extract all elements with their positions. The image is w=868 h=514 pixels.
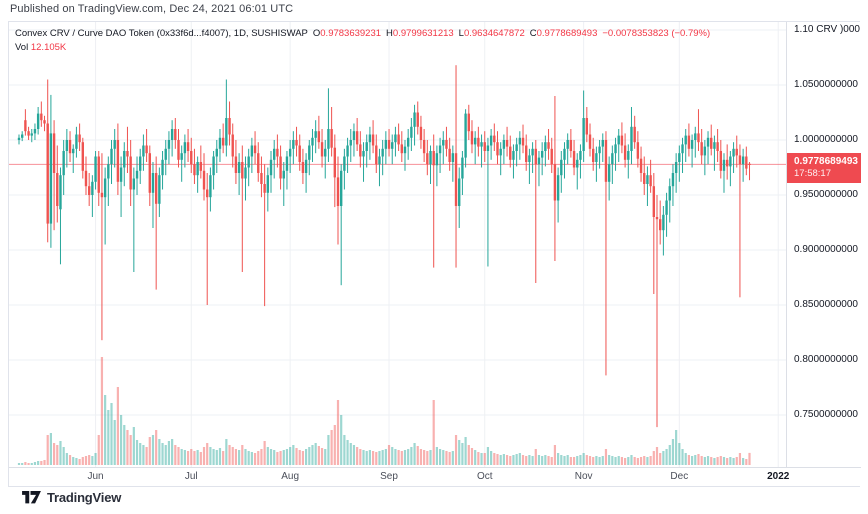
ohlc-key: H (386, 28, 393, 39)
tradingview-attribution[interactable]: TradingView (22, 490, 121, 505)
published-caption: Published on TradingView.com, Dec 24, 20… (10, 3, 294, 15)
ohlc-value: 0.9778689493 (536, 28, 598, 39)
price-axis-label: 1.0000000000 (794, 134, 858, 145)
ohlc-values: O0.9783639231 H0.9799631213 L0.9634647872 C… (308, 28, 598, 39)
tradingview-wordmark: TradingView (47, 490, 122, 505)
time-axis-label-dec: Dec (670, 471, 689, 482)
price-axis-label: 0.8500000000 (794, 299, 858, 310)
ohlc-key: C (529, 28, 537, 39)
price-axis-label: 0.9000000000 (794, 244, 858, 255)
price-axis[interactable]: 1.10 CRV )000 0.9778689493 17:58:17 1.05… (786, 22, 861, 467)
price-axis-label: 0.9500000000 (794, 189, 858, 200)
time-axis-label-jul: Jul (184, 471, 198, 482)
time-axis[interactable]: Jun Jul Aug Sep Oct Nov Dec 2022 (9, 467, 861, 486)
chart-legend: Convex CRV / Curve DAO Token (0x33f6d...… (15, 27, 710, 55)
ohlc-key: L (458, 28, 464, 39)
time-axis-label-jun: Jun (87, 471, 104, 482)
time-axis-label-sep: Sep (380, 471, 398, 482)
time-axis-label-aug: Aug (281, 471, 300, 482)
volume-value: 12.105K (30, 42, 67, 53)
chart-card: Convex CRV / Curve DAO Token (0x33f6d...… (8, 21, 861, 487)
ohlc-value: 0.9799631213 (392, 28, 454, 39)
change-value: −0.0078353823 (−0.79%) (602, 28, 711, 39)
price-chart-canvas[interactable] (9, 22, 786, 467)
ohlc-value: 0.9783639231 (320, 28, 382, 39)
chart-pane[interactable]: Convex CRV / Curve DAO Token (0x33f6d...… (9, 22, 786, 467)
time-axis-label-2022: 2022 (767, 471, 790, 482)
price-axis-label: 1.0500000000 (794, 79, 858, 90)
time-axis-label-oct: Oct (476, 471, 493, 482)
ohlc-key: O (312, 28, 321, 39)
last-price-badge: 0.9778689493 17:58:17 (787, 153, 861, 183)
price-axis-label: 0.8000000000 (794, 354, 858, 365)
tradingview-logo-icon (22, 491, 41, 504)
volume-label: Vol (15, 42, 29, 53)
legend-volume-row: Vol 12.105K (15, 41, 710, 55)
legend-symbol-row: Convex CRV / Curve DAO Token (0x33f6d...… (15, 27, 710, 41)
time-axis-label-nov: Nov (574, 471, 593, 482)
price-axis-unit-label: 1.10 CRV )000 (794, 24, 860, 35)
symbol-title: Convex CRV / Curve DAO Token (0x33f6d...… (15, 28, 308, 39)
last-price-value: 0.9778689493 (794, 156, 858, 167)
bar-countdown: 17:58:17 (794, 168, 831, 179)
ohlc-value: 0.9634647872 (463, 28, 525, 39)
price-axis-label: 0.7500000000 (794, 409, 858, 420)
